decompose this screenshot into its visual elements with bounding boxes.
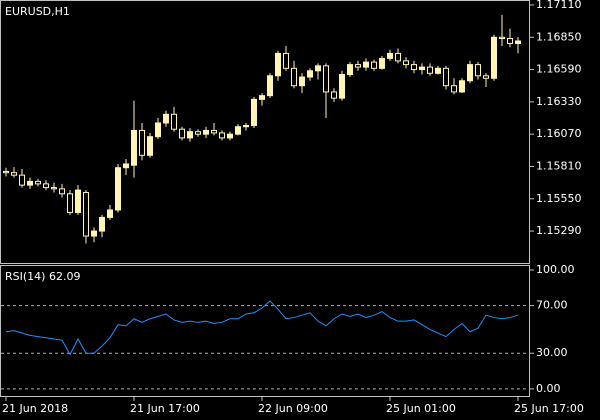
y-tick-label: 1.16330 (536, 95, 582, 108)
candle-body (187, 131, 193, 139)
candle-body (163, 113, 169, 124)
candle-body (267, 75, 273, 97)
candle-body (355, 64, 361, 68)
candle-body (83, 192, 89, 237)
candle-body (51, 187, 57, 190)
candle-body (203, 129, 209, 135)
candle-body (395, 52, 401, 62)
rsi-name: RSI(14) (5, 270, 45, 283)
candle-body (123, 163, 129, 169)
rsi-title: RSI(14) 62.09 (5, 270, 80, 283)
candle-body (27, 180, 33, 186)
y-tick-label: 1.15550 (536, 192, 582, 205)
y-tick-label: 100.00 (536, 263, 575, 276)
candle-body (475, 64, 481, 77)
x-tick-label: 25 Jun 01:00 (386, 402, 456, 415)
candle-body (467, 64, 473, 82)
candle-body (339, 74, 345, 99)
candle-body (43, 183, 49, 189)
candle-body (211, 129, 217, 134)
symbol-title: EURUSD,H1 (5, 5, 70, 18)
y-tick-label: 70.00 (536, 299, 568, 312)
candle-body (403, 60, 409, 66)
rsi-line (5, 300, 519, 356)
candle-body (219, 132, 225, 139)
candle-body (91, 230, 97, 237)
x-tick-label: 25 Jun 17:00 (514, 402, 584, 415)
candle-body (67, 193, 73, 213)
y-tick-label: 1.16590 (536, 63, 582, 76)
candle-body (427, 66, 433, 74)
candle-body (283, 52, 289, 69)
candle-body (371, 61, 377, 69)
candle-body (507, 38, 513, 44)
candle-body (331, 91, 337, 99)
y-tick-label: 1.15290 (536, 224, 582, 237)
y-tick-label: 0.00 (536, 382, 561, 395)
candle-body (443, 67, 449, 87)
candle-body (171, 113, 177, 130)
candle-body (59, 188, 65, 195)
y-tick-label: 1.15810 (536, 159, 582, 172)
candle-body (195, 131, 201, 135)
candle-body (155, 122, 161, 138)
candle-body (291, 67, 297, 87)
candle-body (307, 70, 313, 78)
candle-body (379, 57, 385, 69)
candle-body (131, 129, 137, 166)
candle-body (411, 64, 417, 71)
x-tick-label: 22 Jun 09:00 (258, 402, 328, 415)
candle-body (363, 61, 369, 68)
candle-body (251, 98, 257, 126)
candle-body (323, 65, 329, 93)
candle-body (235, 126, 241, 135)
candle-body (179, 128, 185, 139)
candle-body (459, 80, 465, 93)
rsi-panel-frame (0, 265, 530, 397)
candle-body (259, 95, 265, 100)
candle-body (451, 85, 457, 93)
candle-body (419, 66, 425, 71)
candle-body (315, 65, 321, 72)
candle-body (435, 67, 441, 74)
candle-body (75, 189, 81, 213)
candle-body (115, 167, 121, 211)
candle-body (11, 172, 17, 176)
candle-body (299, 76, 305, 87)
y-tick-label: 1.16850 (536, 30, 582, 43)
candle-body (35, 180, 41, 185)
candle-body (99, 216, 105, 232)
candle-body (3, 170, 9, 174)
candle-body (227, 133, 233, 139)
y-tick-label: 30.00 (536, 346, 568, 359)
candle-body (139, 129, 145, 156)
candle-body (107, 209, 113, 218)
candle-body (19, 174, 25, 186)
candle-body (491, 36, 497, 79)
candle-body (515, 40, 521, 44)
candle-body (347, 64, 353, 76)
candle-body (243, 124, 249, 128)
main-panel-frame (0, 0, 530, 264)
candle-body (483, 75, 489, 79)
candle-body (387, 52, 393, 59)
rsi-current-value: 62.09 (49, 270, 81, 283)
candle-body (147, 136, 153, 156)
y-tick-label: 1.16070 (536, 127, 582, 140)
candle-body (499, 36, 505, 40)
candle-body (275, 52, 281, 77)
x-tick-label: 21 Jun 17:00 (130, 402, 200, 415)
y-tick-label: 1.17110 (536, 0, 582, 11)
x-tick-label: 21 Jun 2018 (2, 402, 68, 415)
